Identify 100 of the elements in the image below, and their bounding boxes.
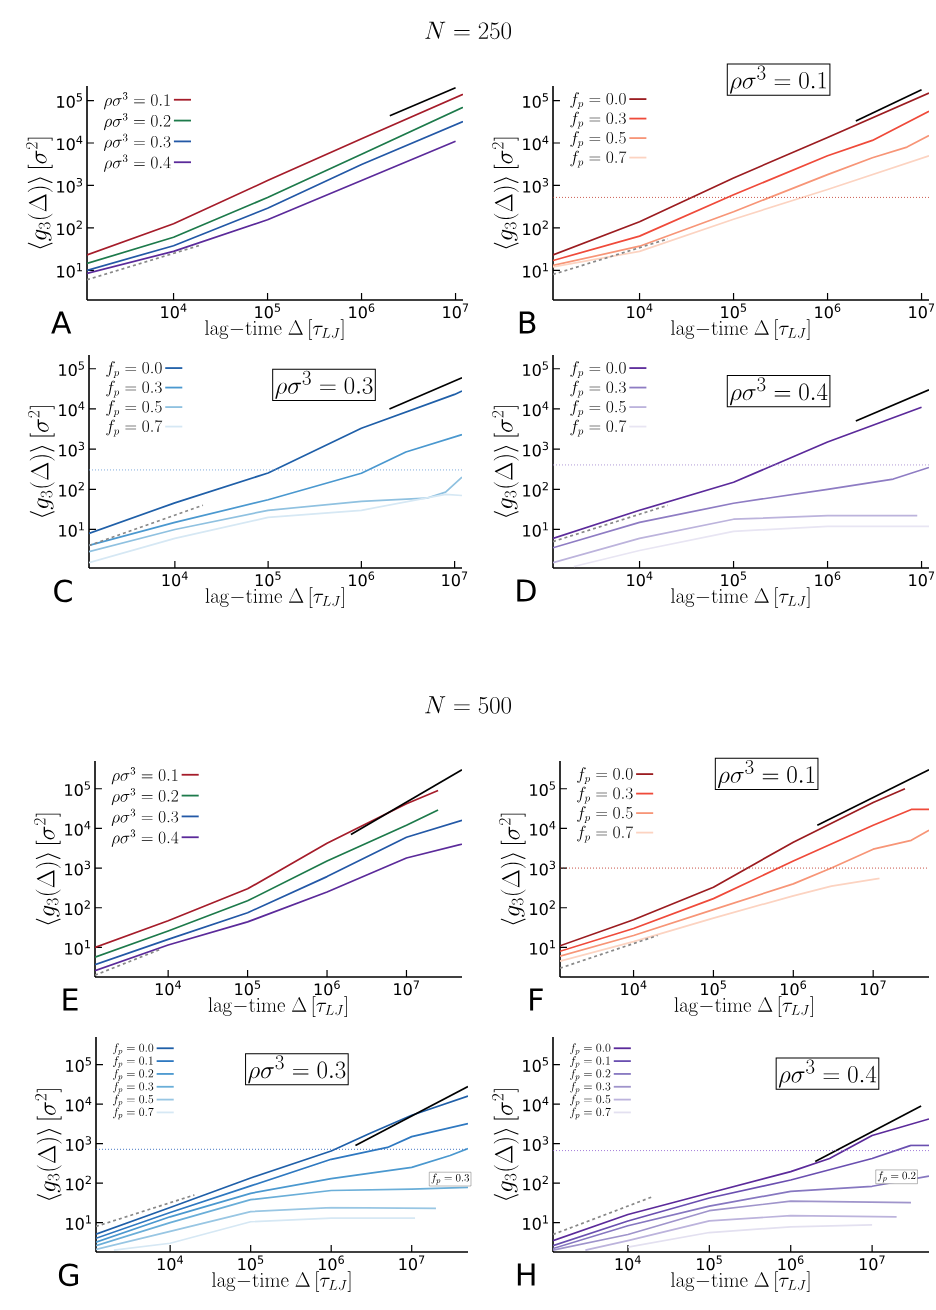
y-tick-label: 10$^{1}$ bbox=[523, 262, 548, 278]
legend-label: $f_p = 0.3$ bbox=[570, 380, 626, 398]
x-tick-label: 10$^{5}$ bbox=[255, 303, 281, 319]
x-axis-title: $\mathrm{lag{-}time}\;\Delta\,[\tau_{LJ}]$ bbox=[212, 1271, 351, 1292]
y-tick-label: 10$^{2}$ bbox=[523, 1175, 548, 1191]
legend-label: $\rho\sigma^3 = 0.3$ bbox=[111, 808, 179, 827]
y-axis-title: $\langle g_3(\Delta)\rangle\,[\sigma^2]$ bbox=[34, 1089, 62, 1200]
y-tick-label: 10$^{3}$ bbox=[57, 178, 83, 193]
legend-label: $f_p = 0.0$ bbox=[570, 1043, 611, 1056]
text: G bbox=[58, 1263, 78, 1287]
x-tick-label: 10$^{7}$ bbox=[860, 980, 886, 996]
y-tick-label: 10$^{2}$ bbox=[57, 220, 82, 236]
y-axis-title: $\langle g_3(\Delta)\rangle\,[\sigma^2]$ bbox=[27, 406, 55, 517]
x-tick-label: 10$^{5}$ bbox=[235, 980, 261, 996]
annotation: $\rho\sigma^3 = 0.1$ bbox=[729, 65, 827, 94]
legend-label: $\rho\sigma^3 = 0.3$ bbox=[103, 133, 171, 152]
y-tick-label: 10$^{3}$ bbox=[523, 441, 549, 457]
x-tick-label: 10$^{6}$ bbox=[349, 571, 375, 587]
legend-label: $f_p = 0.2$ bbox=[570, 1068, 611, 1081]
legend-label: $f_p = 0.0$ bbox=[112, 1043, 154, 1056]
annotation: $\rho\sigma^3 = 0.1$ bbox=[718, 760, 815, 789]
annotation: $\rho\sigma^3 = 0.3$ bbox=[248, 1055, 346, 1084]
y-tick-label: 10$^{4}$ bbox=[523, 401, 549, 417]
y-tick-label: 10$^{5}$ bbox=[523, 361, 548, 377]
y-axis-title: $\langle g_3(\Delta)\rangle\,[\sigma^2]$ bbox=[33, 813, 61, 925]
annotation: $\rho\sigma^3 = 0.4$ bbox=[778, 1059, 877, 1088]
y-tick-label: 10$^{1}$ bbox=[523, 522, 548, 537]
x-tick-label: 10$^{4}$ bbox=[157, 1255, 184, 1271]
y-tick-label: 10$^{5}$ bbox=[523, 1057, 548, 1072]
x-axis-title: $\mathrm{lag{-}time}\;\Delta\,[\tau_{LJ}]$ bbox=[674, 996, 813, 1017]
x-tick-label: 10$^{5}$ bbox=[721, 571, 747, 587]
x-tick-label: 10$^{6}$ bbox=[778, 1255, 804, 1271]
y-tick-label: 10$^{4}$ bbox=[65, 821, 91, 836]
y-tick-label: 10$^{1}$ bbox=[65, 940, 90, 955]
legend-label: $f_p = 0.3$ bbox=[570, 1081, 611, 1094]
text: A bbox=[51, 311, 72, 334]
x-tick-label: 10$^{7}$ bbox=[442, 571, 468, 587]
y-tick-label: 10$^{2}$ bbox=[523, 220, 548, 236]
y-tick-label: 10$^{4}$ bbox=[57, 135, 83, 151]
y-tick-label: 10$^{3}$ bbox=[530, 860, 556, 876]
text: C bbox=[54, 579, 72, 603]
y-tick-label: 10$^{1}$ bbox=[57, 262, 82, 278]
x-tick-label: 10$^{6}$ bbox=[314, 980, 340, 996]
legend-label: $f_p = 0.2$ bbox=[112, 1068, 154, 1081]
legend-label: $f_p = 0.7$ bbox=[570, 150, 627, 168]
x-tick-label: 10$^{5}$ bbox=[721, 303, 747, 319]
annotation: $f_p = 0.2$ bbox=[877, 1171, 916, 1183]
text: D bbox=[517, 579, 536, 602]
x-tick-label: 10$^{6}$ bbox=[781, 980, 807, 996]
y-axis-title: $\langle g_3(\Delta)\rangle\,[\sigma^2]$ bbox=[498, 813, 526, 925]
y-axis-title: $\langle g_3(\Delta)\rangle\,[\sigma^2]$ bbox=[491, 406, 519, 517]
x-axis-title: $\mathrm{lag{-}time}\;\Delta\,[\tau_{LJ}]$ bbox=[205, 587, 344, 608]
y-tick-label: 10$^{5}$ bbox=[65, 781, 90, 797]
chart-title: $N = 250$ bbox=[425, 21, 511, 40]
x-tick-label: 10$^{7}$ bbox=[394, 980, 419, 996]
x-tick-label: 10$^{5}$ bbox=[701, 980, 726, 996]
y-tick-label: 10$^{4}$ bbox=[530, 821, 556, 836]
line-series bbox=[627, 1224, 873, 1248]
chart-title: $N = 500$ bbox=[425, 696, 511, 714]
y-tick-label: 10$^{4}$ bbox=[523, 135, 549, 151]
y-tick-label: 10$^{5}$ bbox=[57, 93, 82, 108]
x-tick-label: 10$^{7}$ bbox=[399, 1255, 425, 1271]
legend-label: $f_p = 0.7$ bbox=[577, 825, 634, 843]
x-tick-label: 10$^{7}$ bbox=[443, 303, 469, 319]
legend-label: $\rho\sigma^3 = 0.1$ bbox=[103, 92, 170, 110]
legend-label: $\rho\sigma^3 = 0.4$ bbox=[103, 154, 171, 172]
y-tick-label: 10$^{2}$ bbox=[523, 481, 548, 497]
y-axis-title: $\langle g_3(\Delta)\rangle\,[\sigma^2]$ bbox=[491, 1089, 519, 1200]
x-tick-label: 10$^{4}$ bbox=[161, 303, 187, 319]
y-tick-label: 10$^{3}$ bbox=[523, 1136, 549, 1151]
y-axis-title: $\langle g_3(\Delta)\rangle\,[\sigma^2]$ bbox=[25, 137, 53, 249]
text: B bbox=[519, 311, 536, 334]
y-axis-title: $\langle g_3(\Delta)\rangle\,[\sigma^2]$ bbox=[491, 137, 519, 249]
y-tick-label: 10$^{1}$ bbox=[523, 1215, 548, 1230]
x-tick-label: 10$^{5}$ bbox=[238, 1255, 264, 1271]
legend-label: $f_p = 0.5$ bbox=[570, 400, 626, 418]
legend-label: $f_p = 0.0$ bbox=[570, 361, 626, 379]
y-tick-label: 10$^{2}$ bbox=[65, 900, 90, 916]
legend-label: $\rho\sigma^3 = 0.2$ bbox=[103, 112, 171, 131]
y-tick-label: 10$^{2}$ bbox=[530, 900, 555, 916]
legend-label: $f_p = 0.3$ bbox=[570, 111, 626, 129]
legend-label: $f_p = 0.1$ bbox=[570, 1056, 610, 1068]
y-tick-label: 10$^{1}$ bbox=[530, 940, 555, 955]
x-tick-label: 10$^{6}$ bbox=[318, 1255, 344, 1271]
text: F bbox=[530, 988, 543, 1011]
x-tick-label: 10$^{5}$ bbox=[697, 1255, 722, 1271]
y-tick-label: 10$^{5}$ bbox=[66, 1057, 91, 1072]
y-tick-label: 10$^{4}$ bbox=[59, 401, 85, 417]
x-tick-label: 10$^{4}$ bbox=[627, 303, 653, 319]
y-tick-label: 10$^{1}$ bbox=[59, 522, 84, 537]
x-tick-label: 10$^{6}$ bbox=[815, 303, 841, 319]
x-tick-label: 10$^{4}$ bbox=[621, 980, 647, 996]
y-tick-label: 10$^{5}$ bbox=[530, 781, 555, 797]
y-tick-label: 10$^{3}$ bbox=[65, 860, 91, 876]
x-axis-title: $\mathrm{lag{-}time}\;\Delta\,[\tau_{LJ}]$ bbox=[671, 587, 810, 608]
x-axis-title: $\mathrm{lag{-}time}\;\Delta\,[\tau_{LJ}]$ bbox=[671, 319, 810, 340]
y-tick-label: 10$^{5}$ bbox=[523, 93, 548, 108]
x-tick-label: 10$^{7}$ bbox=[859, 1255, 885, 1271]
y-tick-label: 10$^{2}$ bbox=[59, 481, 84, 497]
legend-label: $\rho\sigma^3 = 0.2$ bbox=[111, 787, 179, 806]
